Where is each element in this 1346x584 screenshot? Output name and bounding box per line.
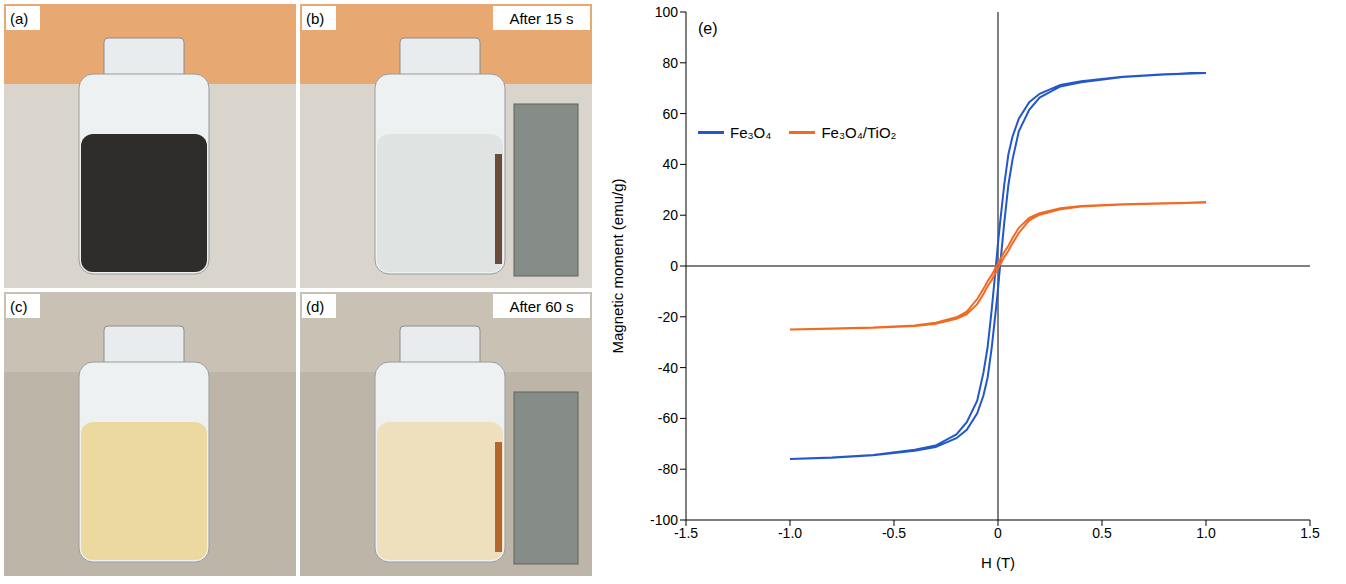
html-text:(e): (e) [698,20,718,37]
svg-text:1.0: 1.0 [1196,525,1216,541]
svg-text:80: 80 [662,55,678,71]
svg-text:After 60 s: After 60 s [509,298,573,315]
svg-text:(b): (b) [306,10,324,27]
svg-text:60: 60 [662,106,678,122]
svg-text:0: 0 [994,525,1002,541]
svg-text:-20: -20 [658,309,678,325]
svg-text:100: 100 [655,4,679,20]
svg-text:After 15 s: After 15 s [509,10,573,27]
svg-text:40: 40 [662,156,678,172]
svg-text:(a): (a) [10,10,28,27]
svg-text:0: 0 [670,258,678,274]
svg-text:Magnetic moment (emu/g): Magnetic moment (emu/g) [609,178,626,353]
svg-text:H (T): H (T) [981,554,1015,571]
svg-text:20: 20 [662,207,678,223]
svg-text:-40: -40 [658,360,678,376]
svg-text:(c): (c) [10,298,28,315]
svg-text:0.5: 0.5 [1092,525,1112,541]
svg-text:-80: -80 [658,461,678,477]
svg-text:-1.0: -1.0 [778,525,802,541]
svg-text:-100: -100 [650,512,678,528]
html-text:Fe₃O₄/TiO₂: Fe₃O₄/TiO₂ [821,123,897,141]
html-text:Fe₃O₄: Fe₃O₄ [730,123,772,141]
svg-text:-60: -60 [658,410,678,426]
svg-text:-0.5: -0.5 [882,525,906,541]
svg-text:-1.5: -1.5 [673,524,699,541]
svg-text:1.5: 1.5 [1300,525,1320,541]
svg-text:(d): (d) [306,298,324,315]
